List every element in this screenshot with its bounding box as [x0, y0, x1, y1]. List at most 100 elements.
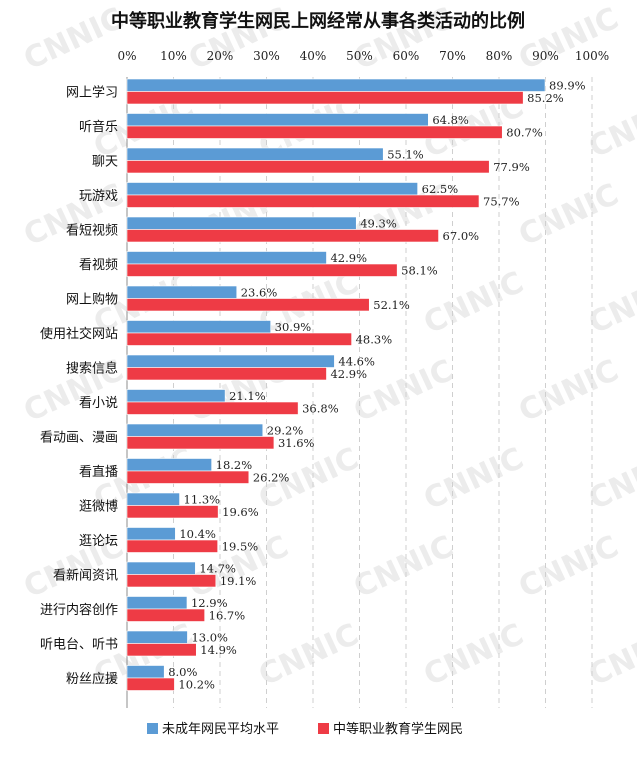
legend-swatch	[147, 723, 158, 734]
data-label: 18.2%	[216, 458, 253, 472]
category-label: 逛微博	[79, 500, 118, 515]
data-label: 14.9%	[200, 643, 237, 657]
category-label: 搜索信息	[66, 361, 118, 377]
bar	[126, 505, 219, 519]
bar	[126, 561, 196, 575]
watermark-text: CNNIC	[254, 617, 364, 693]
data-label: 75.7%	[483, 194, 520, 208]
x-tick-label: 50%	[346, 49, 373, 63]
bar	[126, 643, 197, 657]
bar	[126, 574, 217, 588]
data-label: 21.1%	[229, 389, 266, 403]
category-labels: 网上学习听音乐聊天玩游戏看短视频看视频网上购物使用社交网站搜索信息看小说看动画、…	[40, 85, 118, 688]
watermark-text: CNNIC	[419, 617, 529, 693]
bar	[126, 91, 524, 105]
category-label: 玩游戏	[79, 189, 118, 204]
x-axis-ticks: 0% 10% 20% 30% 40% 50% 60% 70% 80% 90% 100%	[117, 49, 609, 63]
category-label: 逛论坛	[79, 534, 118, 549]
bar	[126, 298, 370, 312]
data-label: 55.1%	[387, 147, 424, 161]
bar	[126, 354, 335, 368]
bar	[126, 263, 398, 277]
data-label: 19.1%	[220, 574, 257, 588]
bar	[126, 113, 429, 127]
bar	[126, 458, 212, 472]
data-label: 12.9%	[191, 596, 228, 610]
bar	[126, 470, 250, 484]
bar	[126, 492, 180, 506]
data-label: 30.9%	[275, 320, 312, 334]
x-tick-label: 80%	[486, 49, 513, 63]
data-label: 52.1%	[373, 298, 410, 312]
data-label: 62.5%	[422, 182, 459, 196]
data-label: 77.9%	[493, 160, 530, 174]
x-tick-label: 70%	[439, 49, 466, 63]
bar	[126, 596, 188, 610]
category-label: 网上购物	[66, 292, 118, 308]
data-label: 10.2%	[178, 677, 215, 691]
data-label: 29.2%	[267, 423, 304, 437]
watermark-text: CNNIC	[419, 441, 529, 517]
watermark-text: CNNIC	[514, 529, 624, 605]
category-label: 粉丝应援	[66, 671, 118, 687]
data-label: 31.6%	[278, 436, 315, 450]
category-label: 使用社交网站	[40, 326, 118, 342]
data-label: 26.2%	[253, 470, 290, 484]
category-label: 进行内容创作	[40, 602, 118, 618]
data-label: 14.7%	[199, 561, 236, 575]
category-label: 看短视频	[66, 223, 118, 239]
data-label: 80.7%	[506, 125, 543, 139]
bar	[126, 285, 238, 299]
data-label: 13.0%	[191, 630, 228, 644]
watermark-text: CNNIC	[584, 441, 637, 517]
bar	[126, 320, 271, 334]
watermark-text: CNNIC	[349, 529, 459, 605]
bar	[126, 423, 264, 437]
data-label: 49.3%	[360, 216, 397, 230]
data-label: 42.9%	[330, 251, 367, 265]
data-label: 36.8%	[302, 401, 339, 415]
watermark-layer: CNNIC CNNIC CNNIC CNNIC CNNIC CNNIC CNNIC CNNIC…	[19, 1, 637, 693]
data-label: 23.6%	[241, 285, 278, 299]
watermark-text: CNNIC	[514, 353, 624, 429]
bar	[126, 160, 490, 174]
x-tick-label: 100%	[575, 49, 609, 63]
data-label: 16.7%	[209, 608, 246, 622]
bar	[126, 630, 188, 644]
data-label: 10.4%	[179, 527, 216, 541]
bar	[126, 539, 218, 553]
x-tick-label: 30%	[253, 49, 280, 63]
bar	[126, 367, 327, 381]
bar	[126, 389, 226, 403]
data-label: 48.3%	[356, 332, 393, 346]
data-label: 42.9%	[330, 367, 367, 381]
watermark-text: CNNIC	[514, 1, 624, 77]
bar	[126, 608, 205, 622]
data-label: 67.0%	[443, 229, 480, 243]
legend-swatch	[318, 723, 329, 734]
watermark-text: CNNIC	[514, 177, 624, 253]
bar	[126, 436, 275, 450]
bar	[126, 125, 503, 139]
data-label: 11.3%	[184, 492, 221, 506]
category-label: 看动画、漫画	[40, 430, 118, 446]
category-label: 听电台、听书	[40, 638, 118, 653]
bar	[126, 229, 439, 243]
category-label: 听音乐	[79, 119, 118, 135]
data-label: 19.5%	[222, 539, 259, 553]
bar	[126, 78, 546, 92]
bar	[126, 147, 384, 161]
bar	[126, 401, 299, 415]
legend-label: 中等职业教育学生网民	[333, 721, 463, 737]
data-label: 85.2%	[527, 91, 564, 105]
bar	[126, 216, 357, 230]
bar	[126, 194, 480, 208]
x-tick-label: 40%	[300, 49, 327, 63]
category-label: 看小说	[79, 395, 118, 411]
data-label: 19.6%	[222, 505, 259, 519]
category-label: 看视频	[79, 257, 118, 273]
chart-title: 中等职业教育学生网民上网经常从事各类活动的比例	[111, 10, 525, 32]
x-tick-label: 20%	[207, 49, 234, 63]
